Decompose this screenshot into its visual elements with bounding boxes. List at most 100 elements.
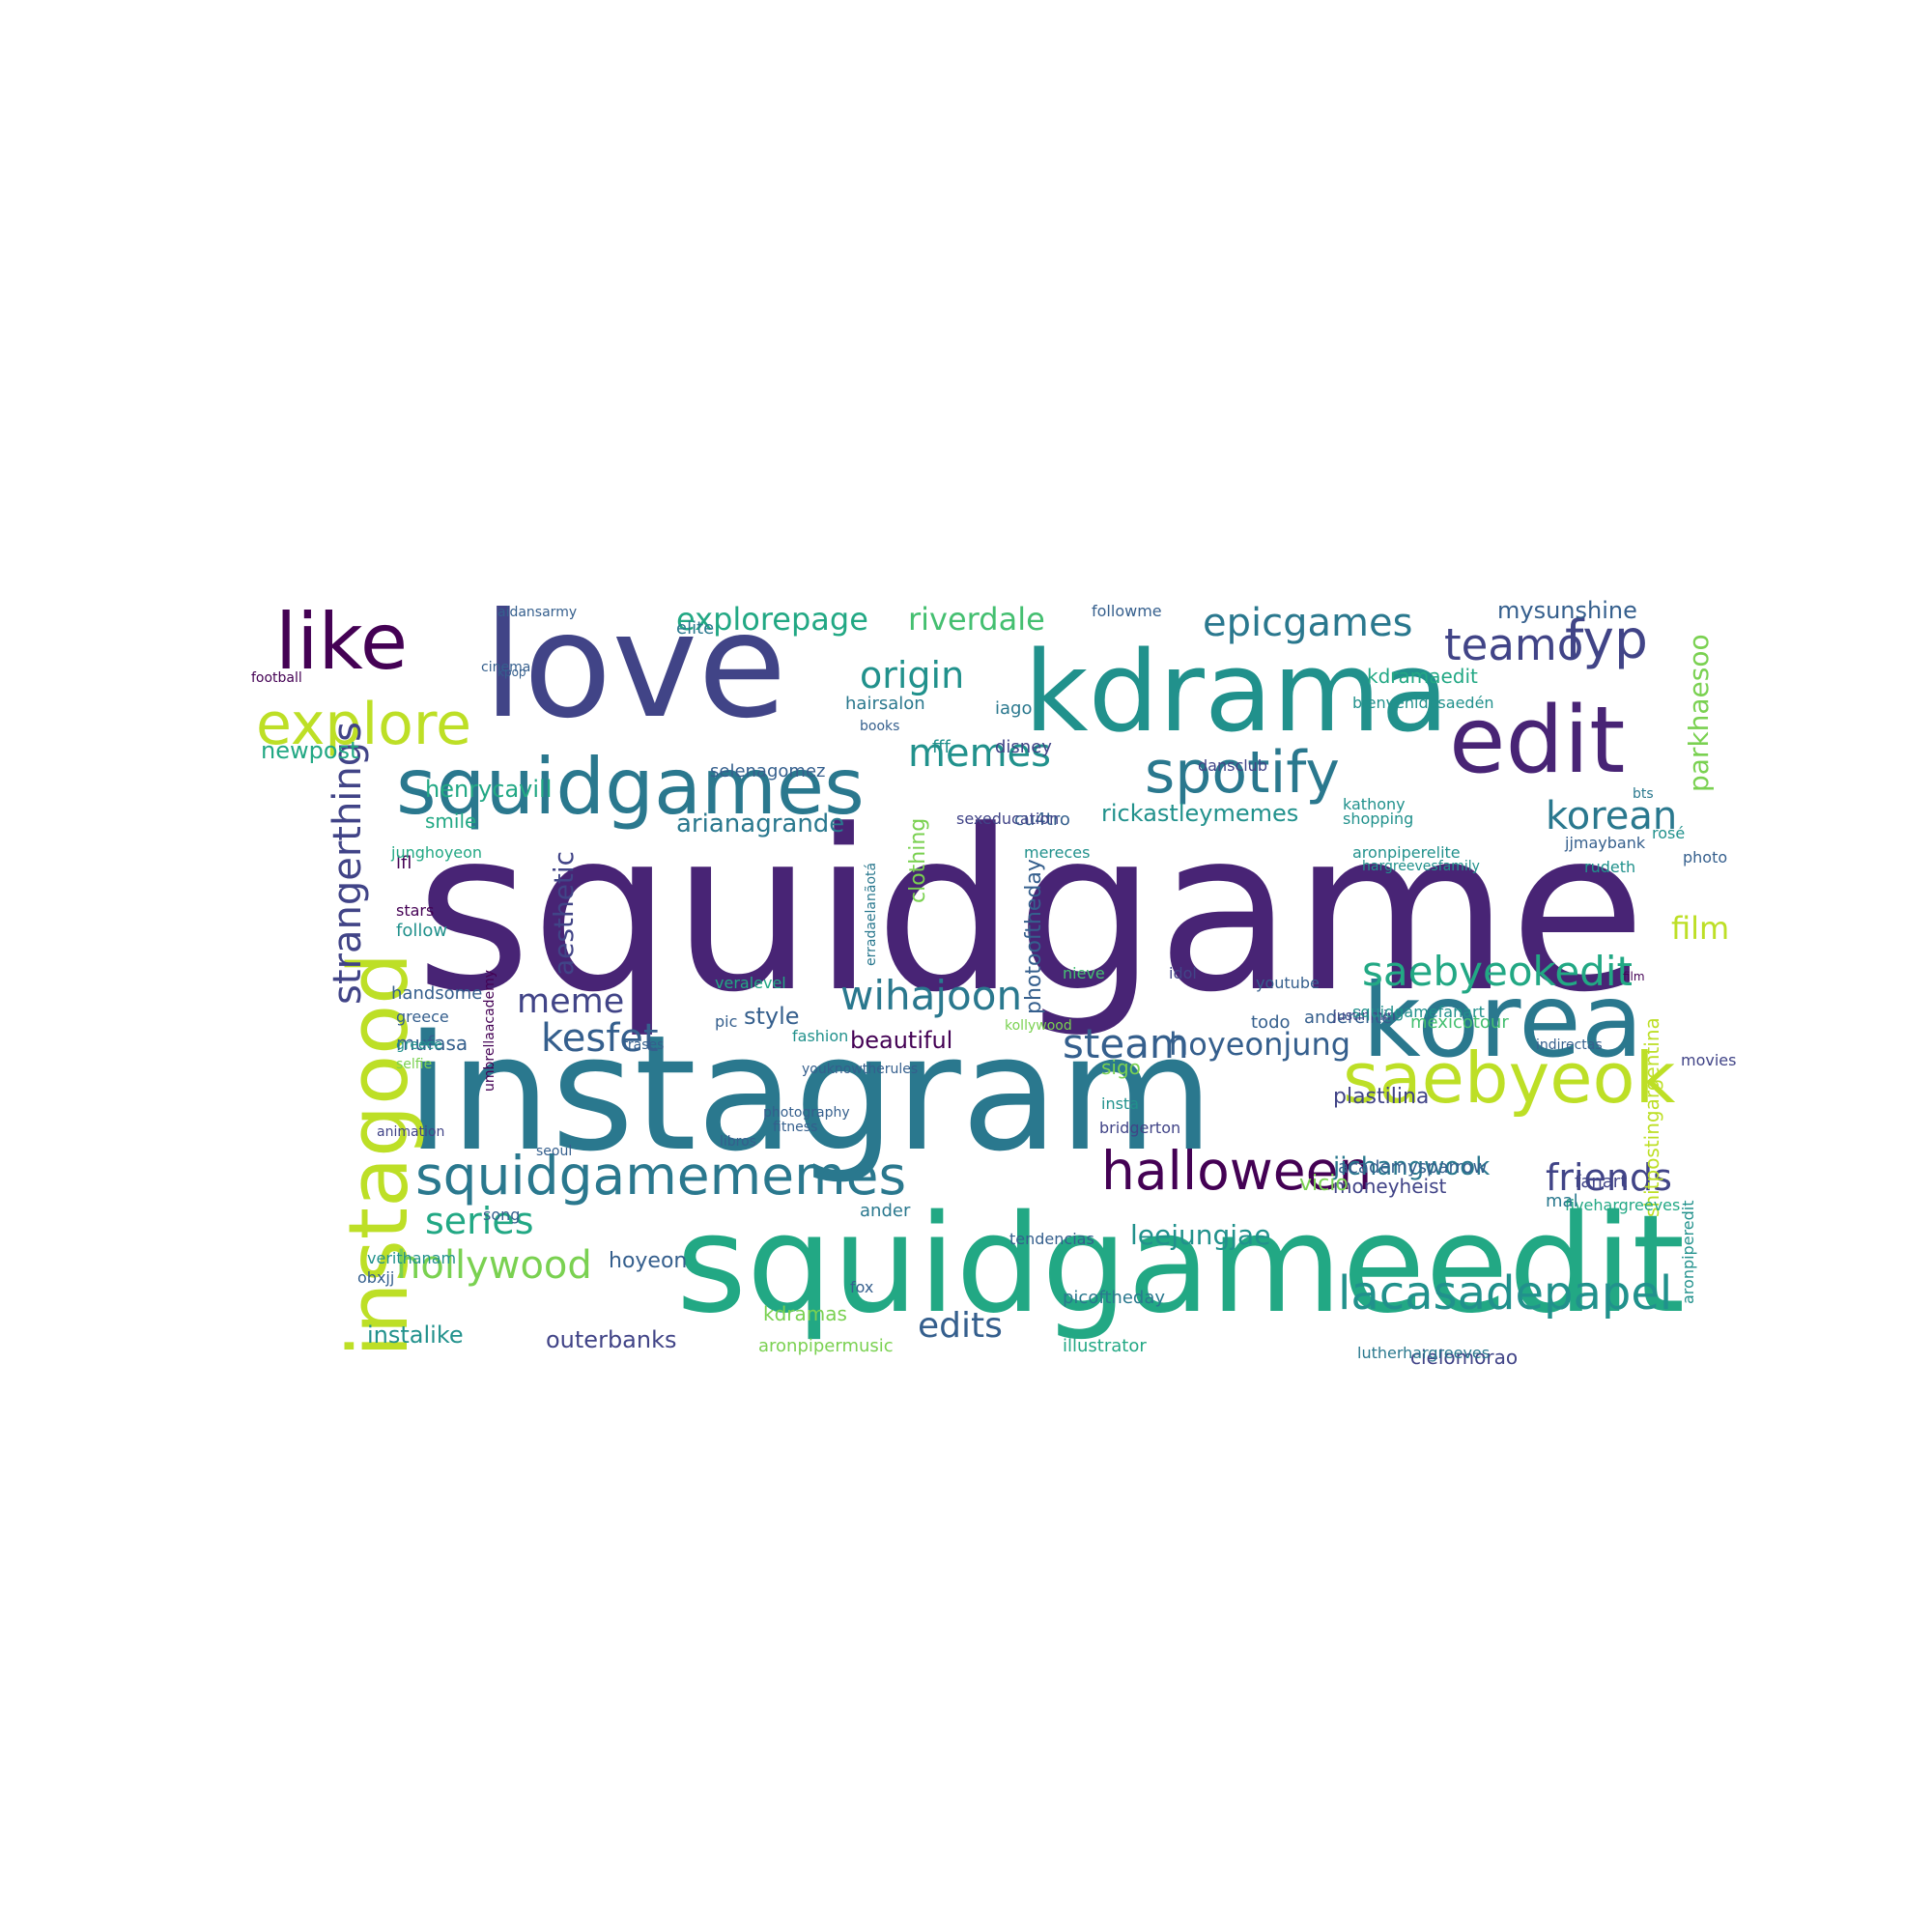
- word-idol: idol: [1169, 964, 1197, 982]
- word-academysparrow: academysparrow: [1338, 1157, 1488, 1178]
- word-squidgame: squidgame: [415, 783, 1646, 1041]
- word-aesthetic: aesthetic: [548, 850, 580, 976]
- word-anderelite: anderelite: [1304, 1008, 1393, 1028]
- word-disney: disney: [995, 737, 1052, 757]
- word-epicgames: epicgames: [1203, 601, 1413, 645]
- word-lutherhargreeves: lutherhargreeves: [1357, 1344, 1491, 1362]
- word-korea: korea: [1362, 962, 1644, 1080]
- word-ros-: rosé: [1652, 824, 1686, 842]
- word-veralevel: veralevel: [715, 974, 786, 992]
- word-explore: explore: [256, 691, 472, 758]
- word-origin: origin: [860, 654, 965, 696]
- word-fyp: fyp: [1565, 609, 1648, 670]
- word-song: song: [483, 1206, 521, 1224]
- word-elite: elite: [676, 618, 715, 639]
- word-smile: smile: [425, 810, 477, 833]
- word-stars: stars: [396, 901, 435, 920]
- word-bienvenidosaed-n: bienvenidosaedén: [1352, 694, 1494, 712]
- word-henrycavill: henrycavill: [425, 776, 553, 803]
- word-leejungjae: leejungjae: [1130, 1219, 1271, 1251]
- word-halloween: halloween: [1101, 1140, 1373, 1202]
- word-squidgames: squidgames: [396, 742, 865, 832]
- word-mal: mal: [1546, 1191, 1578, 1211]
- word-handsome: handsome: [391, 983, 483, 1004]
- word-shopping: shopping: [1343, 810, 1414, 828]
- word-mexicotour: mexicotour: [1410, 1012, 1509, 1033]
- word-kpop: kpop: [497, 666, 526, 679]
- word-instagram: instagram: [406, 1001, 1214, 1186]
- word-umbrellaacademy: umbrellaacademy: [482, 969, 497, 1092]
- word-moneyheist: moneyheist: [1333, 1175, 1447, 1198]
- word-bts: bts: [1633, 786, 1654, 802]
- word-steam: steam: [1063, 1020, 1189, 1067]
- word-picoftheday: picoftheday: [1063, 1288, 1166, 1308]
- word-insta: insta: [1101, 1094, 1139, 1113]
- word-hoyeon: hoyeon: [609, 1249, 688, 1273]
- word-todo: todo: [1251, 1012, 1291, 1033]
- word-illustrator: illustrator: [1063, 1336, 1147, 1356]
- word-instalike: instalike: [367, 1321, 464, 1349]
- word-tendencias: tendencias: [1009, 1230, 1094, 1248]
- word-explorepage: explorepage: [676, 601, 868, 638]
- word-korean: korean: [1546, 794, 1678, 838]
- word-sigo: sigo: [1101, 1056, 1141, 1079]
- word-fanart: fanart: [1575, 1172, 1628, 1192]
- word-greece: greece: [396, 1008, 449, 1026]
- word-love: love: [483, 582, 787, 751]
- word-iago: iago: [995, 698, 1033, 719]
- word-fashion: fashion: [792, 1027, 849, 1045]
- word-kdramaedit: kdramaedit: [1367, 665, 1478, 688]
- word-mufasa: mufasa: [396, 1032, 469, 1055]
- word-followme: followme: [1092, 602, 1162, 620]
- word-hairsalon: hairsalon: [845, 694, 925, 714]
- word-squidgamefanart: squidgamefanart: [1352, 1003, 1485, 1021]
- word-mereces: mereces: [1024, 843, 1091, 862]
- word-clothing: clothing: [906, 817, 930, 903]
- word-aidansarmy: aidansarmy: [497, 605, 578, 620]
- word-obxjj: obxjj: [357, 1268, 395, 1287]
- word-series: series: [425, 1200, 534, 1242]
- word-kesfet: kesfet: [541, 1016, 659, 1061]
- word-meme: meme: [517, 982, 625, 1021]
- word-verithanam: verithanam: [367, 1249, 457, 1267]
- word-memes: memes: [908, 731, 1051, 776]
- word-squidgameedit: squidgameedit: [676, 1186, 1686, 1344]
- word-photo: photo: [1683, 848, 1728, 867]
- word-hoyeonjung: hoyeonjung: [1169, 1026, 1351, 1063]
- word-spotify: spotify: [1145, 739, 1340, 807]
- word-bridgerton: bridgerton: [1099, 1119, 1181, 1137]
- word-greece: greece: [396, 1037, 442, 1053]
- word-fitness: fitness: [773, 1120, 818, 1135]
- word-edits: edits: [918, 1306, 1003, 1346]
- word-selenagomez: selenagomez: [710, 761, 826, 781]
- word-justinmin: justinmin: [1333, 1009, 1396, 1024]
- word-youknowtherules: youknowtherules: [802, 1062, 919, 1077]
- word-books: books: [860, 719, 900, 734]
- word-kathony: kathony: [1343, 795, 1406, 813]
- word-saebyeok: saebyeok: [1343, 1037, 1676, 1119]
- word-mysunshine: mysunshine: [1497, 597, 1637, 624]
- word-fff: fff: [932, 737, 951, 757]
- word-aronpiperelite: aronpiperelite: [1352, 843, 1461, 862]
- word-libros: libros: [720, 1134, 756, 1150]
- word-teamo: teamo: [1444, 619, 1584, 670]
- word-movies: movies: [1681, 1051, 1737, 1069]
- word-edit: edit: [1449, 688, 1626, 794]
- word-dansclub: dansclub: [1198, 756, 1267, 775]
- word-cielomorao: cielomorao: [1410, 1346, 1519, 1369]
- word-cu4tro: cu4tro: [1014, 810, 1070, 830]
- word-football: football: [251, 670, 302, 686]
- word-newpost: newpost: [261, 737, 359, 764]
- word-cinema: cinema: [481, 660, 531, 675]
- word-jichangwook: jichangwook: [1333, 1152, 1491, 1181]
- word-selfie: selfie: [396, 1057, 433, 1072]
- word-lacasadepapel: lacasadepapel: [1338, 1266, 1673, 1321]
- word-beautiful: beautiful: [850, 1027, 953, 1054]
- word-saebyeokedit: saebyeokedit: [1362, 948, 1633, 995]
- word-parkhaesoo: parkhaesoo: [1683, 634, 1715, 792]
- word-film: film: [1671, 910, 1730, 947]
- word-pic: pic: [715, 1012, 738, 1031]
- word-rudeth: rudeth: [1584, 858, 1636, 876]
- word-indirectas: indirectas: [1536, 1037, 1603, 1053]
- word-fivehargreeves: fivehargreeves: [1565, 1196, 1681, 1214]
